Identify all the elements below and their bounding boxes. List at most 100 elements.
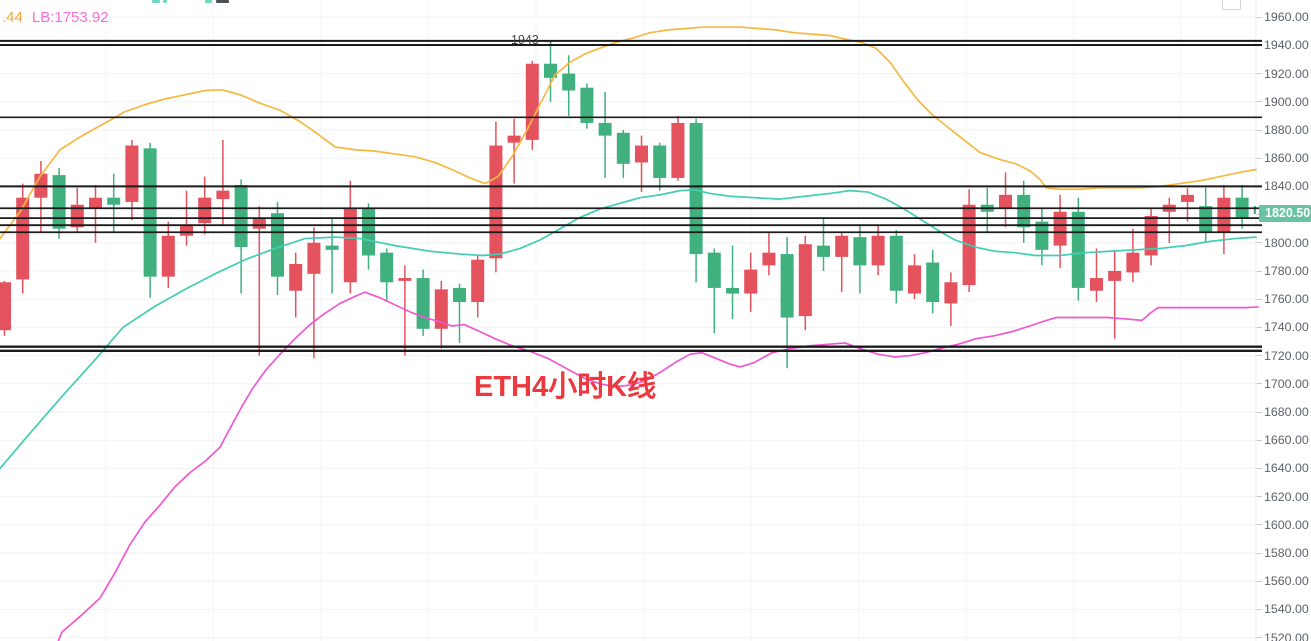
candle-body [835,235,849,257]
price-axis-label: 1940.00 [1264,38,1309,53]
price-axis-label: 1700.00 [1264,376,1309,391]
candle-body [453,287,466,303]
candle-body [0,282,11,331]
indicator-header: .44 LB:1753.92 [2,9,109,26]
candle-body [726,287,739,294]
lower-band-line [57,291,1259,641]
axis-tick [1256,298,1262,300]
candle-body [762,252,776,266]
candle-body [653,145,667,178]
price-axis-label: 1540.00 [1264,602,1309,617]
candle-body [380,252,394,283]
axis-tick [1256,411,1262,413]
candle-body [999,194,1012,209]
axis-tick [1256,355,1262,357]
candle-body [343,207,357,283]
candle-body [143,148,157,277]
axis-tick [1256,524,1262,526]
price-axis-label: 1740.00 [1264,320,1309,335]
candle-body [908,265,921,294]
candle-body [161,235,175,277]
candle-body [252,217,266,229]
price-axis[interactable]: 1960.00 1940.00 1920.00 1900.00 1880.00 1860.… [1256,0,1311,641]
current-price-tag: 1820.50 [1259,205,1311,223]
peak-price-annotation: 1943 → [511,33,555,47]
price-axis-label: 1760.00 [1264,292,1309,307]
axis-tick [1256,496,1262,498]
axis-tick [1256,16,1262,18]
candle-body [107,197,121,205]
candle-body [507,135,521,143]
candle-body [70,204,84,228]
candle-body [289,263,303,291]
price-axis-label: 1920.00 [1264,66,1309,81]
candle-body [689,122,703,255]
candle-body [817,245,830,257]
price-axis-label: 1780.00 [1264,264,1309,278]
price-axis-label: 1840.00 [1264,179,1309,194]
candle-body [853,237,867,266]
clipped-text-fragment [163,0,167,3]
price-axis-label: 1660.00 [1264,433,1309,448]
candle-body [525,63,539,140]
price-axis-label: 1580.00 [1264,546,1309,560]
price-axis-label: 1860.00 [1264,151,1309,166]
candle-body [1035,221,1049,250]
candle-body [1181,194,1194,202]
candle-body [416,278,430,329]
candle-body [944,282,958,304]
candle-body [16,197,30,280]
clipped-text-fragment [216,0,229,3]
clipped-text-fragment [205,0,212,3]
candle-body [52,175,66,229]
candle-body [562,73,576,91]
candle-body [1071,211,1085,288]
price-axis-label: 1720.00 [1264,348,1309,363]
candle-body [471,259,485,303]
candle-body [1108,271,1122,281]
candle-body [871,235,885,266]
candle-body [1053,211,1067,246]
candle-body [926,262,940,303]
axis-tick [1256,73,1262,75]
upper-band-value-fragment: .44 [2,9,23,26]
toolbar-button-clipped[interactable] [1222,0,1241,10]
candle-body [180,224,193,236]
price-axis-label: 1680.00 [1264,405,1309,419]
price-axis-label: 1880.00 [1264,123,1309,137]
upper-band-line [0,26,1257,240]
candle-body [307,242,321,274]
candle-body [398,278,412,281]
candle-body [598,122,612,136]
candle-body [1126,252,1140,273]
candle-body [325,245,339,250]
axis-tick [1256,439,1262,441]
candle-body [1017,194,1031,228]
axis-tick [1256,242,1262,244]
candle-body [798,244,812,317]
axis-tick [1256,383,1262,385]
candle-body [125,145,139,202]
candle-body [1217,197,1231,233]
axis-tick [1256,129,1262,131]
candle-body [1199,206,1213,233]
axis-tick [1256,552,1262,554]
candle-body [671,122,685,178]
candle-body [580,87,594,123]
candle-body [216,190,230,200]
candle-body [889,235,903,291]
candle-body [744,269,758,294]
axis-tick [1256,467,1262,469]
clipped-text-fragment [152,0,160,3]
candle-body [234,184,248,248]
candle-body [780,254,794,318]
lower-band-value-label: LB:1753.92 [31,9,109,26]
watermark-title: ETH4小时K线 [474,371,657,403]
price-axis-label: 1600.00 [1264,517,1309,532]
candle-body [271,213,284,277]
candle-body [89,197,102,208]
candles-layer [0,41,1256,369]
axis-tick [1256,637,1262,639]
